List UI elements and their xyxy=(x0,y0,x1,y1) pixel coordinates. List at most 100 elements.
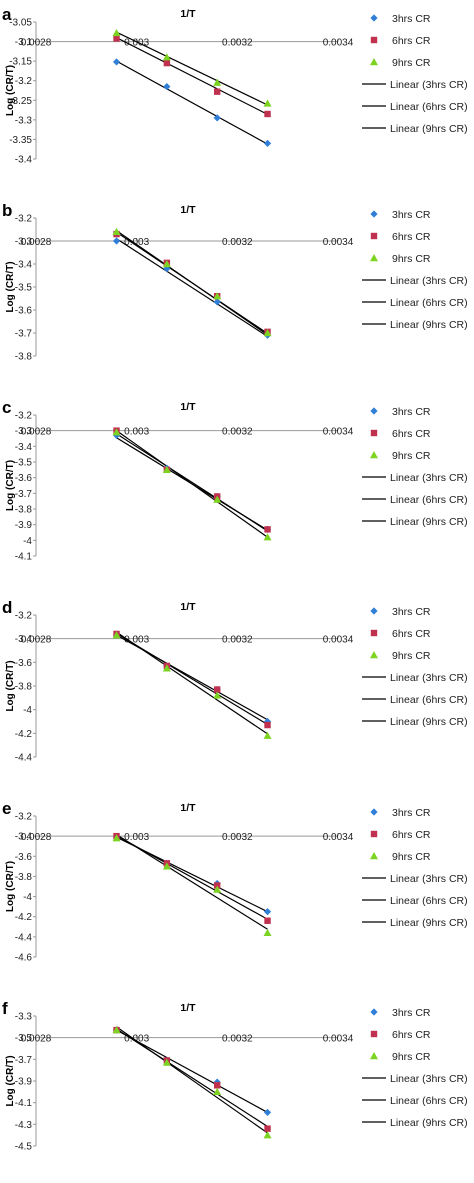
y-tick-label: -3.3 xyxy=(15,426,33,437)
y-tick-label: -3.25 xyxy=(9,96,32,107)
legend-label: Linear (9hrs CR) xyxy=(390,123,468,135)
y-tick-label: -3.4 xyxy=(15,832,33,843)
legend-marker xyxy=(370,852,378,860)
legend-marker xyxy=(370,210,378,218)
legend-label: Linear (9hrs CR) xyxy=(390,716,468,728)
y-tick-label: -3.3 xyxy=(15,1012,33,1023)
data-point xyxy=(213,691,222,699)
y-axis-label: Log (CR/T) xyxy=(5,261,16,312)
chart-panel-e: e 1/T Log (CR/T) -3.2 -3.4 -3.6 -3.8 -4 -4.2 -4.4… xyxy=(2,799,468,964)
trendline-2 xyxy=(116,37,268,115)
y-tick-label: -4.1 xyxy=(15,552,33,563)
y-tick-label: -3.5 xyxy=(15,458,33,469)
legend-marker xyxy=(370,451,378,459)
legend-marker xyxy=(370,1030,378,1038)
y-tick-label: -3.6 xyxy=(15,306,33,317)
legend-label: 9hrs CR xyxy=(392,650,431,662)
data-point xyxy=(113,35,120,42)
legend-marker xyxy=(370,14,378,22)
y-tick-label: -3.4 xyxy=(15,634,33,645)
x-tick-label: 0.003 xyxy=(124,237,149,248)
chart-panel-a: a 1/T Log (CR/T) -3.05 -3.1 -3.15 -3.2 -3.25 -3.… xyxy=(2,5,468,166)
panel-label: e xyxy=(2,799,11,818)
x-tick-label: 0.0028 xyxy=(21,1034,52,1045)
chart-panel-b: b 1/T Log (CR/T) -3.2 -3.3 -3.4 -3.5 -3.6 -3.7 -3… xyxy=(2,201,468,363)
legend-label: 9hrs CR xyxy=(392,253,431,265)
panel-label: f xyxy=(2,999,8,1018)
y-tick-label: -3.5 xyxy=(15,1033,33,1044)
data-point xyxy=(263,533,272,541)
data-point xyxy=(213,114,221,122)
legend-marker xyxy=(370,607,378,615)
y-tick-label: -3.9 xyxy=(15,520,33,531)
x-tick-label: 0.0032 xyxy=(222,237,253,248)
x-tick-label: 0.0028 xyxy=(21,237,52,248)
x-tick-label: 0.0028 xyxy=(21,427,52,438)
legend-label: 3hrs CR xyxy=(392,606,431,618)
chart-title: 1/T xyxy=(180,1002,196,1014)
chart-panel-f: f 1/T Log (CR/T) -3.3 -3.5 -3.7 -3.9 -4.1 -4.3 -4… xyxy=(2,999,468,1153)
trendline-2 xyxy=(116,835,268,920)
legend-label: 3hrs CR xyxy=(392,807,431,819)
trendline-1 xyxy=(116,238,268,337)
x-tick-label: 0.0034 xyxy=(323,427,354,438)
legend-marker xyxy=(370,1052,378,1060)
legend-label: Linear (3hrs CR) xyxy=(390,873,468,885)
legend-marker xyxy=(370,58,378,66)
data-point xyxy=(214,88,221,95)
y-tick-label: -4 xyxy=(23,536,32,547)
data-point xyxy=(264,526,271,533)
trendline-3 xyxy=(116,31,268,106)
data-point xyxy=(213,298,221,306)
x-tick-label: 0.0032 xyxy=(222,427,253,438)
data-point xyxy=(264,110,271,118)
chart-title: 1/T xyxy=(180,601,196,613)
data-point xyxy=(264,1125,271,1132)
panel-label: a xyxy=(2,5,12,24)
legend-label: 3hrs CR xyxy=(392,406,431,418)
y-axis-label: Log (CR/T) xyxy=(5,65,16,116)
y-tick-label: -3.7 xyxy=(15,329,33,340)
data-point xyxy=(263,139,272,147)
y-tick-label: -3.8 xyxy=(15,352,33,363)
data-point xyxy=(112,1026,121,1034)
y-tick-label: -3.7 xyxy=(15,1055,33,1066)
data-point xyxy=(214,686,221,693)
legend-marker xyxy=(370,1008,378,1016)
y-axis-label: Log (CR/T) xyxy=(5,460,16,511)
legend-label: 9hrs CR xyxy=(392,851,431,863)
data-point xyxy=(213,1087,222,1096)
legend-label: Linear (3hrs CR) xyxy=(390,472,468,484)
legend-label: Linear (3hrs CR) xyxy=(390,79,468,91)
trendline-3 xyxy=(116,834,268,930)
y-tick-label: -3.3 xyxy=(15,115,33,126)
trendline-3 xyxy=(116,230,268,336)
y-tick-label: -3.2 xyxy=(15,411,33,422)
y-tick-label: -3.2 xyxy=(15,214,33,225)
legend-label: 3hrs CR xyxy=(392,209,431,221)
y-tick-label: -4.3 xyxy=(15,1120,33,1131)
data-point xyxy=(263,1131,272,1139)
y-tick-label: -3.2 xyxy=(15,76,33,87)
y-tick-label: -3.8 xyxy=(15,872,33,883)
y-tick-label: -3.4 xyxy=(15,260,33,271)
data-point xyxy=(112,58,121,66)
x-tick-label: 0.003 xyxy=(124,1034,149,1045)
legend-marker xyxy=(370,629,378,637)
legend-label: Linear (9hrs CR) xyxy=(390,917,468,929)
y-tick-label: -4 xyxy=(23,892,32,903)
y-axis-label: Log (CR/T) xyxy=(5,660,16,711)
data-point xyxy=(264,721,271,729)
data-point xyxy=(162,664,171,672)
panel-label: c xyxy=(2,398,11,417)
data-point xyxy=(263,908,272,916)
legend-marker xyxy=(370,407,378,415)
legend-marker xyxy=(370,808,378,816)
legend-label: 6hrs CR xyxy=(392,231,431,243)
y-tick-label: -3.15 xyxy=(9,57,32,68)
legend-marker xyxy=(370,651,378,659)
data-point xyxy=(163,82,171,91)
legend-label: Linear (3hrs CR) xyxy=(390,672,468,684)
legend-label: 6hrs CR xyxy=(392,628,431,640)
